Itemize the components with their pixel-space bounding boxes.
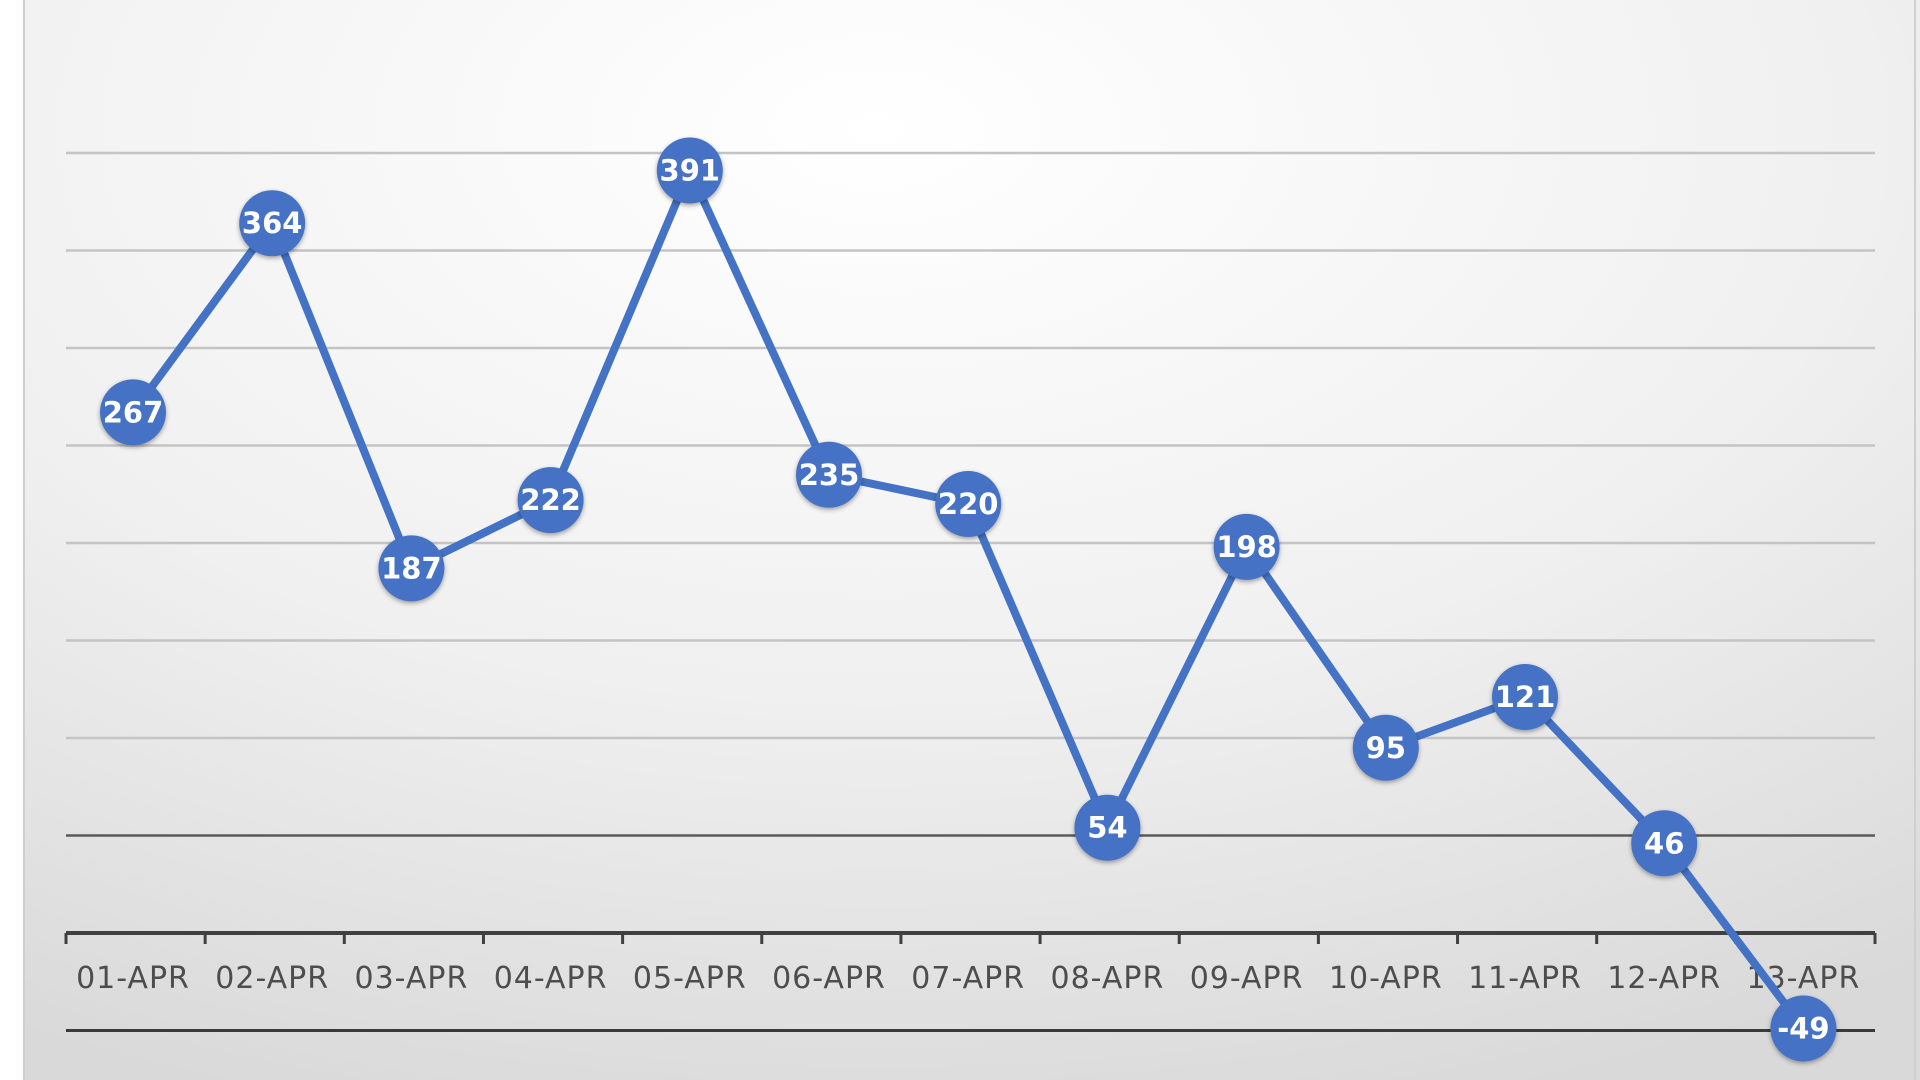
x-tick-label: 01-APR — [76, 961, 190, 996]
data-point-marker — [1770, 995, 1837, 1062]
x-tick-labels: 01-APR 02-APR 03-APR 04-APR 05-APR 06-APR 07-A… — [76, 961, 1859, 996]
data-label: 54 — [1087, 811, 1127, 845]
data-label: 187 — [381, 551, 442, 585]
data-label: 46 — [1644, 826, 1684, 860]
data-label: 235 — [799, 458, 860, 492]
data-point-marker — [796, 441, 862, 508]
data-point-marker — [1213, 513, 1280, 580]
data-label: -49 — [1777, 1012, 1829, 1046]
x-tick-label: 07-APR — [911, 961, 1025, 996]
data-point-marker — [1352, 714, 1419, 781]
data-point: -49 — [1770, 995, 1837, 1062]
data-point: 187 — [378, 535, 445, 602]
x-tick-label: 06-APR — [772, 961, 886, 996]
data-markers: 267 364 187 222 391 235 220 54 198 95 121 46 -49 — [100, 137, 1837, 1062]
data-point: 267 — [100, 379, 166, 446]
data-point: 364 — [239, 190, 306, 257]
data-point-marker — [656, 137, 723, 204]
data-label: 267 — [103, 395, 164, 429]
x-tick-label: 02-APR — [215, 961, 329, 996]
data-point: 46 — [1631, 810, 1698, 877]
data-point: 220 — [935, 471, 1002, 537]
data-label: 391 — [660, 154, 721, 188]
data-label: 121 — [1495, 680, 1556, 714]
data-point-marker — [239, 190, 306, 257]
x-tick-label: 08-APR — [1050, 961, 1164, 996]
data-label: 220 — [938, 487, 999, 521]
data-label: 364 — [242, 206, 303, 240]
x-tick-label: 04-APR — [494, 961, 608, 996]
data-point-marker — [1074, 794, 1141, 861]
x-tick-label: 10-APR — [1329, 961, 1443, 996]
data-point: 54 — [1074, 794, 1141, 861]
x-tick-label: 09-APR — [1190, 961, 1304, 996]
data-point: 121 — [1492, 664, 1558, 731]
data-point-marker — [100, 379, 166, 446]
data-point-marker — [1492, 664, 1558, 731]
data-label: 222 — [520, 483, 581, 517]
data-point-marker — [378, 535, 445, 602]
gridlines — [66, 151, 1875, 1032]
data-label: 95 — [1366, 731, 1406, 765]
plot-area — [24, 0, 1920, 1080]
data-point: 235 — [796, 441, 862, 508]
data-point: 95 — [1352, 714, 1419, 781]
data-point-marker — [935, 471, 1002, 537]
x-tick-label: 11-APR — [1468, 961, 1582, 996]
x-axis — [64, 931, 1877, 944]
data-label: 198 — [1216, 530, 1277, 564]
data-point-marker — [1631, 810, 1698, 877]
data-point: 198 — [1213, 513, 1280, 580]
x-tick-label: 03-APR — [354, 961, 468, 996]
data-point: 391 — [656, 137, 723, 204]
data-point: 222 — [517, 467, 584, 534]
data-point-marker — [517, 467, 584, 534]
x-tick-label: 05-APR — [633, 961, 747, 996]
x-tick-label: 12-APR — [1607, 961, 1721, 996]
